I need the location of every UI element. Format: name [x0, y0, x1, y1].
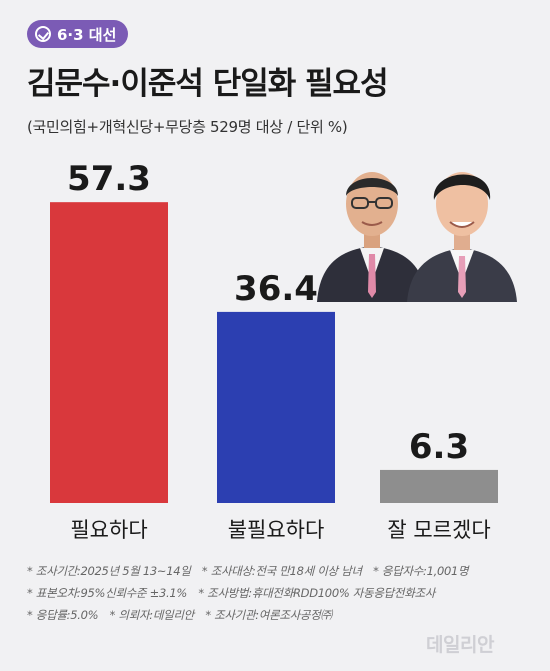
election-badge: 6·3 대선	[27, 20, 129, 48]
bar-chart: 57.3 필요하다 36.4 불필요하다 6.3 잘 모르겠다	[50, 159, 498, 542]
footnote-method: * 조사방법:휴대전화RDD100% 자동응답전화조사	[198, 586, 436, 600]
bar-1	[50, 202, 168, 504]
footnote-period: * 조사기간:2025년 5월 13~14일	[27, 564, 191, 578]
dailian-logo: 데일리안	[426, 634, 494, 656]
category-label-1: 필요하다	[70, 518, 147, 542]
category-label-3: 잘 모르겠다	[387, 518, 490, 542]
portrait-left	[317, 172, 427, 302]
bar-2	[217, 311, 335, 503]
vote-check-icon	[35, 26, 51, 42]
footnote-target: * 조사대상:전국 만18세 이상 남녀	[201, 564, 362, 578]
footnote-row-3: * 응답률:5.0% * 의뢰자:데일리안 * 조사기관:여론조사공정㈜	[27, 604, 476, 626]
value-label-3: 6.3	[409, 427, 469, 467]
portrait-right	[407, 172, 517, 302]
category-label-2: 불필요하다	[228, 518, 325, 542]
chart-title: 김문수·이준석 단일화 필요성	[27, 66, 389, 102]
footnote-respondents: * 응답자수:1,001명	[373, 564, 469, 578]
footnote-agency: * 조사기관:여론조사공정㈜	[205, 608, 332, 622]
survey-footnotes: * 조사기간:2025년 5월 13~14일 * 조사대상:전국 만18세 이상…	[27, 560, 476, 626]
value-label-1: 57.3	[67, 159, 151, 199]
footnote-error: * 표본오차:95%신뢰수준 ±3.1%	[27, 586, 187, 600]
footnote-row-2: * 표본오차:95%신뢰수준 ±3.1% * 조사방법:휴대전화RDD100% …	[27, 582, 476, 604]
footnote-row-1: * 조사기간:2025년 5월 13~14일 * 조사대상:전국 만18세 이상…	[27, 560, 476, 582]
badge-label: 6·3 대선	[57, 25, 117, 44]
bar-3	[380, 469, 498, 503]
chart-subtitle: (국민의힘+개혁신당+무당층 529명 대상 / 단위 %)	[27, 118, 348, 136]
footnote-client: * 의뢰자:데일리안	[109, 608, 195, 622]
candidate-portraits	[317, 172, 517, 302]
value-label-2: 36.4	[234, 269, 318, 309]
footnote-rate: * 응답률:5.0%	[27, 608, 99, 622]
